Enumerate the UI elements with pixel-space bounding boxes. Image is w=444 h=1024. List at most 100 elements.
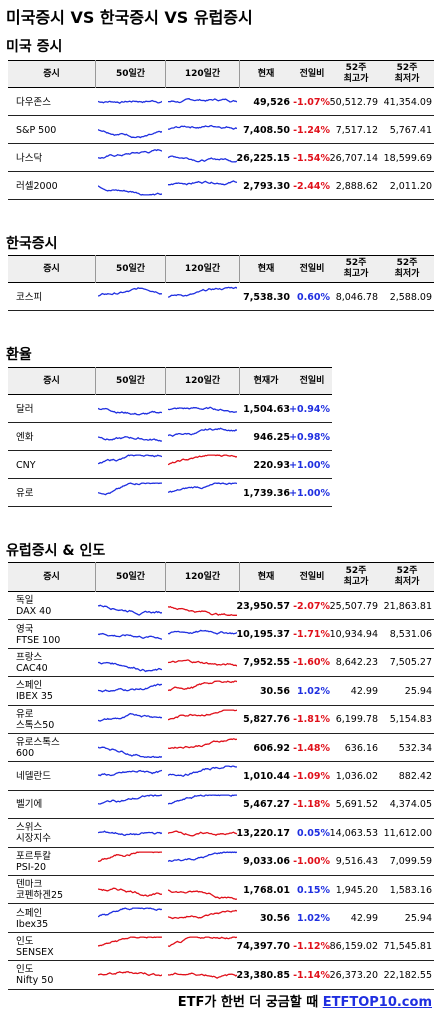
- column-header: 증시: [43, 263, 60, 274]
- current-value: 7,408.50: [243, 124, 290, 136]
- sparkline-path: [168, 765, 237, 778]
- change-value: -2.44%: [293, 180, 330, 192]
- sparkline-path: [168, 709, 237, 720]
- table-header: [8, 60, 434, 88]
- table-row: [8, 762, 434, 791]
- sparkline: [168, 454, 237, 466]
- high-value: 10,934.94: [329, 629, 378, 641]
- sparkline: [168, 889, 237, 900]
- sparkline: [98, 149, 162, 160]
- row-name: 프랑스 CAC40: [16, 651, 48, 674]
- current-value: 9,033.06: [243, 856, 290, 868]
- current-value: 10,195.37: [236, 629, 291, 641]
- sparkline: [98, 794, 162, 805]
- column-header: 52주 최고가: [343, 566, 369, 587]
- high-value: 6,199.78: [335, 714, 378, 726]
- footer: ETF가 한번 더 궁금할 때 ETFTOP10.com: [178, 991, 432, 1010]
- column-header: 전일비: [299, 571, 325, 582]
- sparkline-path: [98, 770, 162, 777]
- sparkline-path: [98, 149, 162, 160]
- change-value: +0.98%: [289, 431, 330, 443]
- current-value: 1,504.63: [243, 403, 290, 415]
- change-value: -1.60%: [293, 657, 330, 669]
- sparkline-path: [168, 738, 237, 750]
- sparkline: [98, 887, 162, 897]
- column-header: 50일간: [95, 60, 165, 88]
- sparkline: [168, 482, 237, 493]
- sparkline-path: [168, 406, 237, 413]
- change-value: 0.05%: [297, 827, 330, 839]
- change-value: -1.18%: [293, 799, 330, 811]
- footer-link[interactable]: ETFTOP10.com: [322, 995, 432, 1010]
- low-value: 18,599.69: [383, 152, 432, 164]
- change-value: -1.81%: [293, 714, 330, 726]
- row-name: 다우존스: [16, 96, 51, 108]
- table-row: [8, 479, 332, 507]
- row-name: 스위스 시장지수: [16, 822, 51, 845]
- current-value: 5,827.76: [243, 714, 290, 726]
- column-header: 50일간: [95, 367, 165, 395]
- table-row: [8, 819, 434, 848]
- column-header: 120일간: [165, 562, 240, 592]
- table-row: [8, 116, 434, 144]
- high-value: 5,691.52: [335, 799, 378, 811]
- low-value: 11,612.00: [383, 827, 432, 839]
- low-value: 5,767.41: [389, 124, 432, 136]
- sparkline-path: [98, 436, 162, 442]
- change-value: +1.00%: [289, 487, 330, 499]
- table-row: [8, 677, 434, 706]
- column-header: 52주 최고가: [343, 63, 369, 84]
- column-header: 현재: [257, 68, 275, 79]
- change-value: -1.71%: [293, 629, 330, 641]
- low-value: 882.42: [398, 771, 432, 783]
- row-name: 달러: [16, 403, 34, 415]
- column-header: 50일간: [95, 562, 165, 592]
- column-header: 증시: [43, 68, 60, 79]
- high-value: 86,159.02: [329, 941, 378, 953]
- high-value: 50,512.79: [329, 96, 378, 108]
- high-value: 1,945.20: [335, 884, 378, 896]
- page-title: 미국증시 VS 한국증시 VS 유럽증시: [6, 8, 253, 27]
- current-value: 5,467.27: [243, 799, 290, 811]
- current-value: 13,220.17: [236, 827, 291, 839]
- table-row: [8, 649, 434, 678]
- sparkline: [168, 738, 237, 750]
- sparkline: [168, 98, 237, 104]
- table-row: [8, 451, 332, 479]
- sparkline: [168, 286, 237, 298]
- current-value: 946.25: [253, 431, 290, 443]
- current-value: 7,538.30: [243, 291, 290, 303]
- sparkline: [98, 633, 162, 641]
- footer-text: ETF가 한번 더 궁금할 때: [177, 995, 319, 1010]
- row-name: 러셀2000: [16, 180, 58, 192]
- change-value: -1.24%: [293, 124, 330, 136]
- high-value: 14,063.53: [329, 827, 378, 839]
- row-name: 엔화: [16, 431, 34, 443]
- sparkline-path: [168, 794, 237, 805]
- low-value: 21,863.81: [383, 600, 432, 612]
- low-value: 25.94: [404, 685, 432, 697]
- change-value: 1.02%: [297, 913, 330, 925]
- high-value: 42.99: [350, 685, 378, 697]
- sparkline-path: [98, 287, 162, 297]
- column-header: 현재가: [253, 375, 279, 386]
- sparkline-path: [168, 482, 237, 493]
- sparkline: [168, 659, 237, 667]
- column-header: 증시: [43, 375, 60, 386]
- section-title: 환율: [6, 347, 32, 363]
- row-name: 스페인 Ibex35: [16, 907, 49, 930]
- section-title: 한국증시: [6, 236, 58, 252]
- table-row: [8, 620, 434, 649]
- sparkline-path: [168, 936, 237, 947]
- low-value: 4,374.05: [389, 799, 432, 811]
- column-header: 전일비: [299, 263, 325, 274]
- low-value: 22,182.55: [383, 969, 432, 981]
- change-value: -1.07%: [293, 96, 330, 108]
- sparkline: [98, 971, 162, 977]
- current-value: 30.56: [259, 913, 290, 925]
- table-header: [8, 562, 434, 592]
- sparkline-path: [168, 972, 237, 980]
- current-value: 30.56: [259, 685, 290, 697]
- sparkline-path: [168, 830, 237, 837]
- table-row: [8, 791, 434, 820]
